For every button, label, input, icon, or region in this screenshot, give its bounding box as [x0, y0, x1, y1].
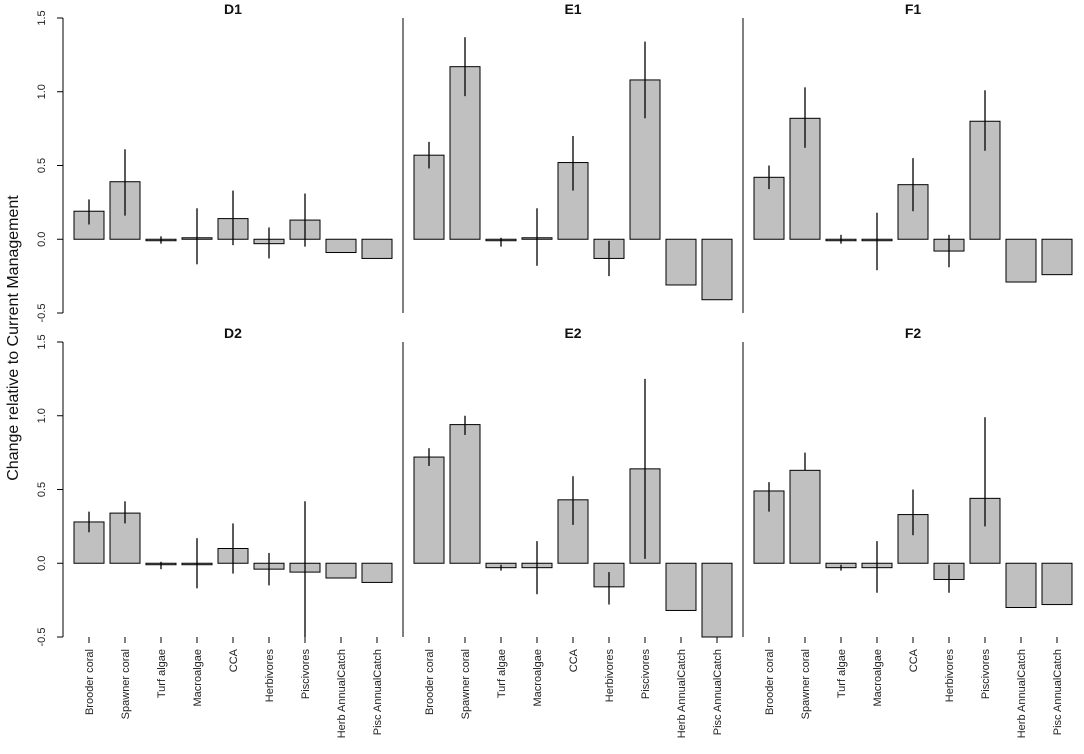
panel-title: D1	[224, 1, 242, 17]
y-tick-label: -0.5	[36, 304, 48, 323]
x-tick-label: Spawner coral	[120, 649, 132, 719]
panel-d1: D1 -0.5 0.0 0.5 1.0 1.5	[36, 1, 393, 323]
x-tick-label: Macroalgae	[872, 649, 884, 706]
x-tick-label: Spawner coral	[800, 649, 812, 719]
y-tick-label: 0.5	[36, 158, 48, 173]
panel-title: E1	[564, 1, 581, 17]
x-tick-label: Turf algae	[496, 649, 508, 698]
bar-spawner-coral	[449, 424, 481, 564]
y-axis-label: Change relative to Current Management	[5, 195, 22, 481]
x-tick-label: CCA	[568, 648, 580, 672]
panel-f1: F1	[742, 1, 1073, 313]
plot-area: D1 -0.5 0.0 0.5 1.0 1.5 E1 F1 D2 -0.5 0.0 0.5 1.0 1.5…	[36, 1, 1073, 738]
y-tick-label: 0.5	[36, 482, 48, 497]
bar-pisc-annualcatch	[701, 238, 733, 301]
x-tick-label: Brooder coral	[764, 649, 776, 715]
y-tick-label: 0.0	[36, 556, 48, 571]
bar-herb-annualcatch	[1005, 238, 1037, 283]
y-tick-label: 1.5	[36, 10, 48, 25]
y-tick-label: 1.5	[36, 334, 48, 349]
bar-herb-annualcatch	[665, 238, 697, 286]
x-tick-label: Piscivores	[980, 649, 992, 700]
x-tick-label: Herbivores	[264, 649, 276, 703]
x-tick-label: Macroalgae	[192, 649, 204, 706]
x-tick-label: Brooder coral	[424, 649, 436, 715]
x-tick-label: Herbivores	[604, 649, 616, 703]
bar-brooder-coral	[413, 154, 445, 240]
bar-spawner-coral	[789, 469, 821, 564]
panel-title: D2	[224, 325, 242, 341]
y-tick-label: 1.0	[36, 408, 48, 423]
panel-d2: D2 -0.5 0.0 0.5 1.0 1.5 Brooder coral Spawner c…	[36, 325, 393, 738]
bar-herb-annualcatch	[325, 562, 357, 579]
bar-pisc-annualcatch	[361, 238, 393, 259]
panel-title: F1	[905, 1, 922, 17]
bar-herb-annualcatch	[325, 238, 357, 254]
x-tick-label: Turf algae	[156, 649, 168, 698]
panel-title: E2	[564, 325, 581, 341]
bar-pisc-annualcatch	[1041, 238, 1073, 276]
panel-title: F2	[905, 325, 922, 341]
bar-brooder-coral	[413, 456, 445, 564]
panel-e1: E1	[402, 1, 733, 313]
x-tick-label: Piscivores	[300, 649, 312, 700]
panel-e2: E2 Brooder coral Spawner coral Turf algae Ma…	[402, 325, 733, 738]
y-tick-label: -0.5	[36, 628, 48, 647]
x-tick-label: Herb AnnualCatch	[336, 649, 348, 738]
bar-pisc-annualcatch	[1041, 562, 1073, 606]
panel-f2: F2 Brooder coral Spawner coral Turf algae Ma…	[742, 325, 1073, 738]
x-tick-label: Macroalgae	[532, 649, 544, 706]
x-tick-label: Pisc AnnualCatch	[1052, 649, 1064, 735]
x-tick-label: Brooder coral	[84, 649, 96, 715]
bar-herb-annualcatch	[665, 562, 697, 611]
y-tick-label: 0.0	[36, 232, 48, 247]
y-tick-label: 1.0	[36, 84, 48, 99]
x-tick-label: CCA	[228, 648, 240, 672]
x-tick-label: Pisc AnnualCatch	[372, 649, 384, 735]
bar-pisc-annualcatch	[361, 562, 393, 583]
x-tick-label: Herb AnnualCatch	[676, 649, 688, 738]
x-tick-label: Herbivores	[944, 649, 956, 703]
x-tick-label: Turf algae	[836, 649, 848, 698]
bar-pisc-annualcatch	[701, 562, 733, 638]
x-tick-label: Pisc AnnualCatch	[712, 649, 724, 735]
x-tick-label: Herb AnnualCatch	[1016, 649, 1028, 738]
x-tick-label: CCA	[908, 648, 920, 672]
x-tick-label: Spawner coral	[460, 649, 472, 719]
bar-herb-annualcatch	[1005, 562, 1037, 608]
x-tick-label: Piscivores	[640, 649, 652, 700]
